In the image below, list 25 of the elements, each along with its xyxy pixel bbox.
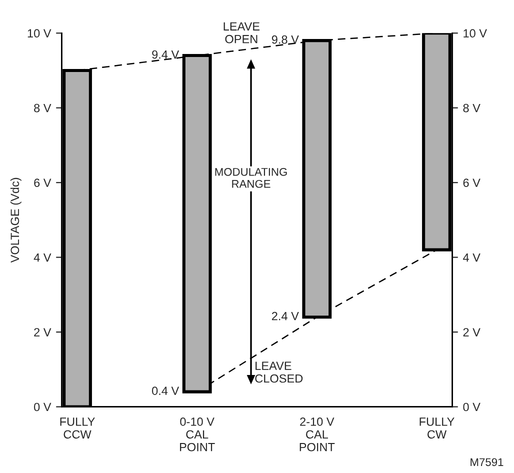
y-tick-label: 10 V [28, 29, 52, 38]
x-tick-label: FULLY CW [420, 418, 454, 439]
annotation: 2.4 V [272, 312, 299, 320]
y2-tick-label: 2 V [463, 328, 480, 336]
y-tick-label: 6 V [34, 178, 52, 187]
y2-tick-label: 6 V [463, 178, 480, 187]
annotation: 9.4 V [152, 50, 180, 59]
y-tick-label: 0 V [34, 402, 52, 412]
x-tick-label: 0-10 V CAL POINT [180, 418, 215, 452]
annotation: MODULATING RANGE [215, 168, 287, 188]
annotation: LEAVE OPEN [224, 22, 260, 44]
y2-tick-label: 8 V [463, 104, 480, 112]
text: M7591 [470, 458, 504, 466]
y-tick-label: 2 V [34, 328, 52, 336]
annotation: 0.4 V [152, 386, 180, 395]
annotation: 9.8 V [272, 35, 299, 44]
y2-tick-label: 10 V [464, 29, 487, 38]
y-axis-title: VOLTAGE (Vdc) [10, 178, 22, 263]
y-tick-label: 4 V [34, 253, 52, 262]
x-tick-label: FULLY CCW [60, 418, 95, 439]
annotation: LEAVE CLOSED [255, 362, 303, 383]
y-tick-label: 8 V [34, 104, 52, 112]
y2-tick-label: 4 V [463, 253, 480, 262]
x-tick-label: 2-10 V CAL POINT [300, 418, 335, 452]
y2-tick-label: 0 V [463, 402, 480, 412]
